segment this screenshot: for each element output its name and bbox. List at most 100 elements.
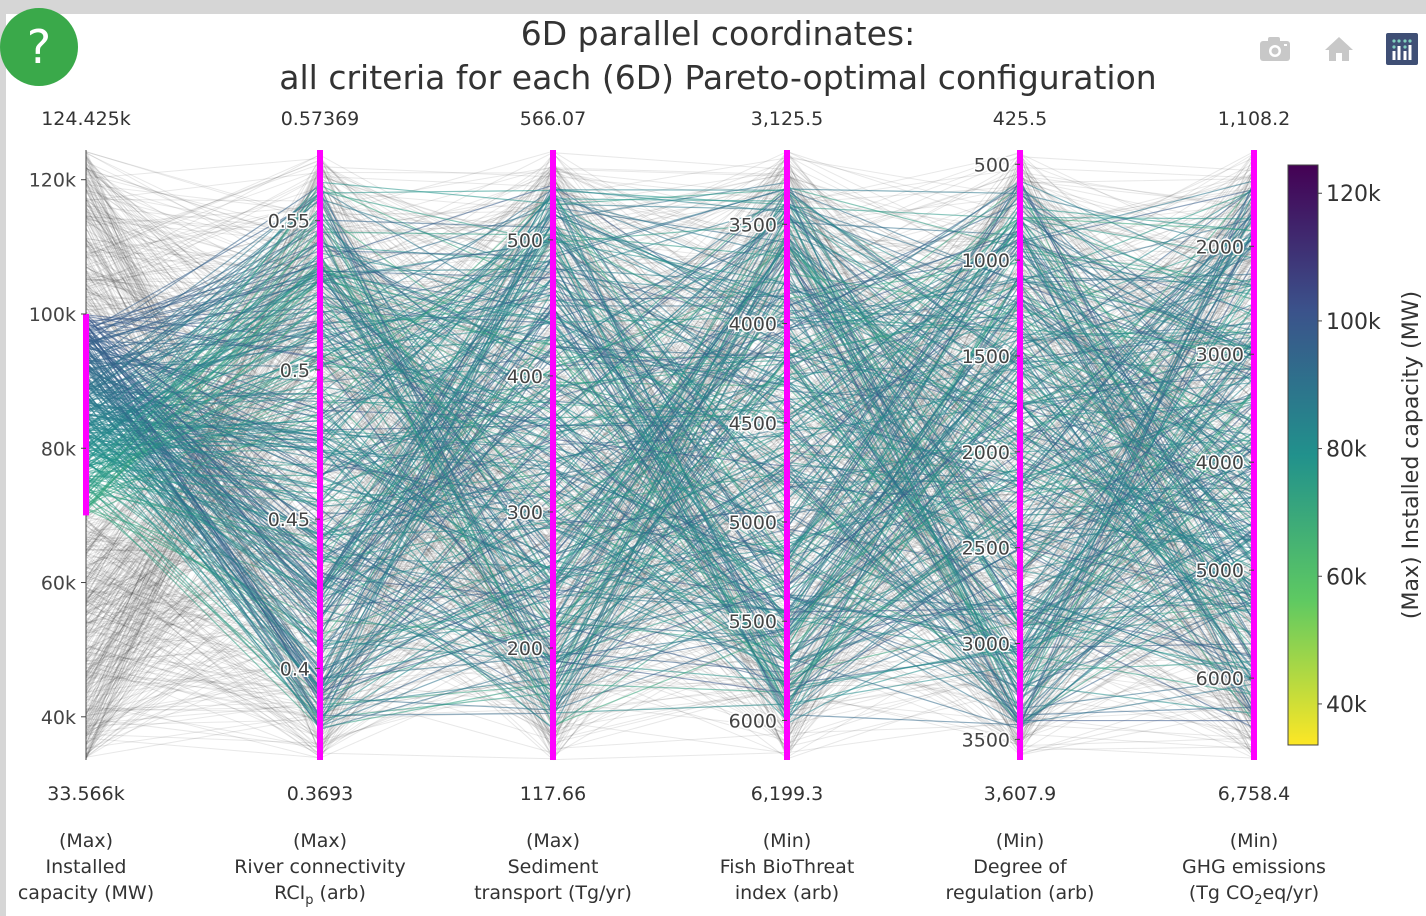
data-line: [85, 188, 1255, 697]
constraint-range-bar[interactable]: [550, 150, 556, 760]
data-line: [85, 387, 1255, 659]
data-line: [85, 198, 1255, 485]
axis-title[interactable]: RCIp (arb): [274, 882, 366, 908]
axis-title[interactable]: transport (Tg/yr): [474, 882, 632, 904]
axis-title[interactable]: Installed: [46, 856, 127, 878]
data-line-unselected: [85, 346, 1255, 698]
data-line: [85, 191, 1255, 647]
data-line-unselected: [85, 339, 1255, 716]
axis-title[interactable]: Fish BioThreat: [720, 856, 855, 878]
axis-title[interactable]: (Max): [526, 830, 580, 852]
constraint-range-bar[interactable]: [1017, 150, 1023, 760]
data-line: [85, 443, 1255, 642]
axis-title[interactable]: regulation (arb): [946, 882, 1095, 904]
data-line: [85, 289, 1255, 682]
data-line: [85, 219, 1255, 669]
data-line-unselected: [85, 165, 1255, 652]
data-line: [85, 188, 1255, 573]
axis-title[interactable]: capacity (MW): [18, 882, 154, 904]
data-line-unselected: [85, 156, 1255, 582]
axis-2[interactable]: 200 300 400 500 566.07 117.66 (Max) Sediment tra…: [474, 108, 632, 904]
data-line: [85, 181, 1255, 666]
data-line: [85, 181, 1255, 690]
axis-title[interactable]: River connectivity: [234, 856, 406, 878]
data-line: [85, 204, 1255, 699]
camera-icon[interactable]: [1258, 32, 1292, 66]
axis-title[interactable]: GHG emissions: [1182, 856, 1326, 878]
data-line-unselected: [85, 199, 1255, 748]
data-line: [85, 231, 1255, 692]
data-line: [85, 180, 1255, 716]
tick-label: 3000: [1196, 344, 1244, 366]
axis-title[interactable]: Sediment: [508, 856, 599, 878]
data-line: [85, 256, 1255, 688]
axis-3[interactable]: 3500 4000 4500 5000 5500 6000 3,125.5 6,199.3 (M…: [720, 108, 855, 904]
data-line: [85, 232, 1255, 717]
data-line: [85, 227, 1255, 726]
axes: 40k 60k 80k 100k 120k 124.425k 33.566k (Max) Ins…: [18, 108, 1326, 908]
data-line: [85, 333, 1255, 688]
tick-label: 4000: [729, 314, 777, 336]
home-icon[interactable]: [1322, 32, 1356, 66]
data-line-unselected: [85, 158, 1255, 661]
data-line-unselected: [85, 249, 1255, 758]
axis-title[interactable]: Degree of: [973, 856, 1068, 878]
colorbar-tick-label: 120k: [1326, 182, 1381, 207]
constraint-range-bar[interactable]: [1251, 150, 1257, 760]
axis-0[interactable]: 40k 60k 80k 100k 120k 124.425k 33.566k (Max) Ins…: [18, 108, 154, 904]
axis-range-min-label: 6,758.4: [1218, 783, 1291, 805]
chart-title-line-2: all criteria for each (6D) Pareto-optima…: [279, 58, 1157, 97]
constraint-range-bar[interactable]: [317, 150, 323, 760]
axis-title[interactable]: (Min): [763, 830, 812, 852]
axis-title[interactable]: (Min): [1230, 830, 1279, 852]
data-line: [85, 221, 1255, 682]
data-line-unselected: [85, 153, 1255, 728]
data-line: [85, 210, 1255, 532]
axis-1[interactable]: 0.4 0.45 0.5 0.55 0.57369 0.3693 (Max) River co…: [234, 108, 406, 908]
plotly-logo-icon[interactable]: [1385, 32, 1419, 66]
axis-title[interactable]: (Min): [996, 830, 1045, 852]
data-line-unselected: [85, 171, 1255, 686]
data-line: [85, 322, 1255, 656]
help-button[interactable]: ?: [0, 8, 78, 86]
axis-title[interactable]: (Max): [293, 830, 347, 852]
data-line: [85, 264, 1255, 530]
axis-range-min-label: 33.566k: [47, 783, 124, 805]
data-line-unselected: [85, 255, 1255, 707]
data-line: [85, 303, 1255, 705]
data-line: [85, 198, 1255, 626]
data-line: [85, 254, 1255, 722]
data-line-unselected: [85, 159, 1255, 713]
constraint-range-bar[interactable]: [784, 150, 790, 760]
data-line: [85, 334, 1255, 715]
tick-label: 2500: [962, 538, 1010, 560]
data-line-unselected: [85, 186, 1255, 750]
tick-label: 6000: [729, 710, 777, 732]
data-line: [85, 296, 1255, 674]
data-line-unselected: [85, 249, 1255, 551]
axis-4[interactable]: 500 1000 1500 2000 2500 3000 3500 425.5 3,607.9 (…: [946, 108, 1095, 904]
data-line-unselected: [85, 312, 1255, 761]
colorbar-tick-label: 80k: [1326, 438, 1367, 463]
data-line: [85, 234, 1255, 658]
data-line: [85, 443, 1255, 689]
data-line: [85, 211, 1255, 717]
data-line: [85, 292, 1255, 659]
data-line-unselected: [85, 289, 1255, 685]
axis-title[interactable]: index (arb): [735, 882, 839, 904]
data-line-unselected: [85, 190, 1255, 673]
tick-label: 1000: [962, 250, 1010, 272]
data-line: [85, 228, 1255, 680]
axis-title[interactable]: (Max): [59, 830, 113, 852]
axis-range-min-label: 3,607.9: [984, 783, 1057, 805]
data-line: [85, 273, 1255, 714]
tick-label: 300: [507, 502, 543, 524]
axis-5[interactable]: 2000 3000 4000 5000 6000 1,108.2 6,758.4 (Min) G…: [1182, 108, 1326, 908]
tick-label: 0.5: [280, 360, 310, 382]
axis-title[interactable]: (Tg CO2eq/yr): [1189, 882, 1319, 908]
tick-label: 60k: [41, 573, 76, 595]
data-line-unselected: [85, 291, 1255, 726]
data-line: [85, 191, 1255, 692]
tick-label: 400: [507, 366, 543, 388]
constraint-range-bar[interactable]: [83, 313, 89, 516]
